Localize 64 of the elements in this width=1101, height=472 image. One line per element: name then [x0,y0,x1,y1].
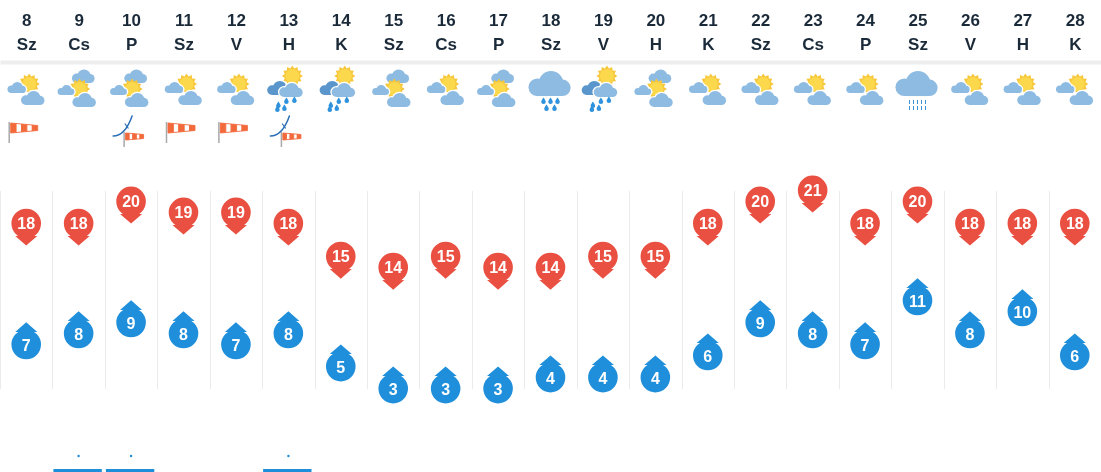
data-label: 20 [122,193,141,211]
data-label: 19 [174,204,193,222]
data-label: 4 [546,369,556,387]
x-tick-label: 18 Sz [541,10,561,54]
data-label: 6 [703,347,713,365]
x-tick-label: 22 Sz [750,10,771,54]
data-label: 18 [17,215,36,233]
x-tick-label: 24 P [856,10,876,54]
x-tick-label: 8 Sz [16,10,37,54]
data-label: 8 [179,325,189,343]
data-label: 6 [1070,347,1080,365]
data-label: 18 [961,215,979,233]
x-tick-label: 21 K [698,10,718,54]
data-label: 15 [436,248,455,266]
x-tick-label: 9 Cs [68,10,91,54]
data-label: 8 [283,325,293,343]
data-label: 3 [388,380,398,398]
data-label: 11 [909,292,927,310]
x-tick-label: 28 K [1065,10,1085,54]
data-label: 15 [331,248,350,266]
data-label: 3 [493,380,503,398]
data-label: 7 [860,336,870,354]
data-label: 18 [279,215,298,233]
x-tick-label: 13 H [279,10,299,54]
x-tick-label: 19 V [593,10,613,54]
data-label: 20 [908,193,927,211]
x-tick-label: 26 V [960,10,980,54]
x-tick-label: 20 H [646,10,666,54]
x-tick-label: 16 Cs [435,10,458,54]
data-label: 9 [755,314,765,332]
data-label: 3 [441,380,451,398]
data-label: 18 [1013,215,1032,233]
data-label: 18 [698,215,717,233]
data-label: 18 [1065,215,1084,233]
x-tick-label: 27 H [1013,10,1033,54]
data-label: 19 [227,204,245,222]
x-tick-label: 23 Cs [802,10,825,54]
data-label: 18 [856,215,875,233]
x-tick-label: 14 K [331,10,352,54]
data-label: 14 [541,259,560,277]
data-label: 7 [231,336,241,354]
data-label: 4 [598,369,608,387]
x-tick-label: 12 V [226,10,246,54]
data-label: 4 [650,369,660,387]
x-tick-label: 25 Sz [908,10,928,54]
data-label: 10 [1013,303,1032,321]
data-label: 20 [751,193,770,211]
data-label: 15 [646,248,665,266]
data-label: 5 [336,358,346,376]
data-label: 15 [594,248,612,266]
x-tick-label: 17 P [489,10,509,54]
data-label: 14 [384,259,403,277]
data-label: 21 [803,182,822,200]
data-label: 14 [489,259,508,277]
data-label: 8 [808,325,818,343]
data-label: 8 [965,325,975,343]
x-tick-label: 10 P [122,10,142,54]
data-label: 18 [69,215,88,233]
data-label: 8 [74,325,84,343]
data-label: 9 [126,314,136,332]
x-tick-label: 11 Sz [174,10,194,54]
point [11,329,42,360]
x-tick-label: 15 Sz [383,10,404,54]
data-label: 7 [21,336,31,354]
